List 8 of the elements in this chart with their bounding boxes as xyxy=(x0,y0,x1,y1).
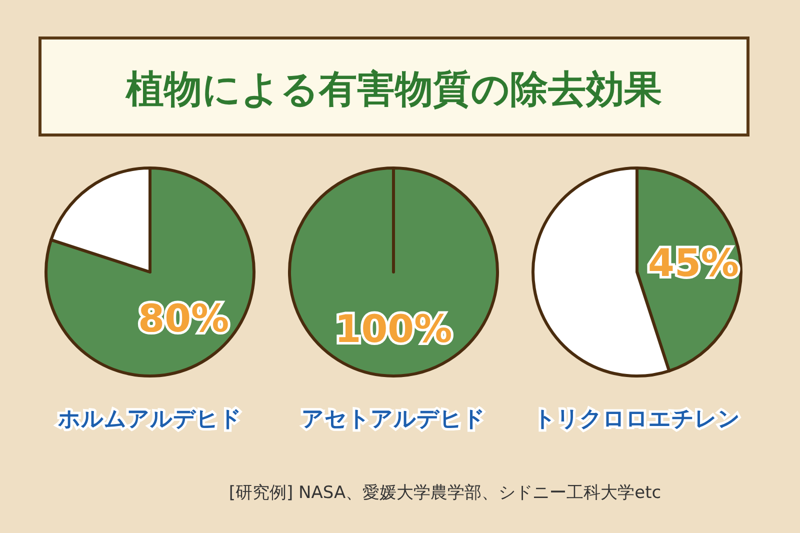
text: アセトアルデヒド xyxy=(302,407,486,432)
text: トリクロロエチレン xyxy=(534,407,740,432)
data-label: 80% xyxy=(138,296,230,340)
data-label: 45% xyxy=(648,241,739,286)
text: 植物による有害物質の除去効果 xyxy=(125,67,662,111)
text: [研究例] NASA、愛媛大学農学部、シドニー工科大学etc xyxy=(228,483,662,503)
text: ホルムアルデヒド xyxy=(57,407,242,432)
data-label: 100% xyxy=(334,307,452,352)
